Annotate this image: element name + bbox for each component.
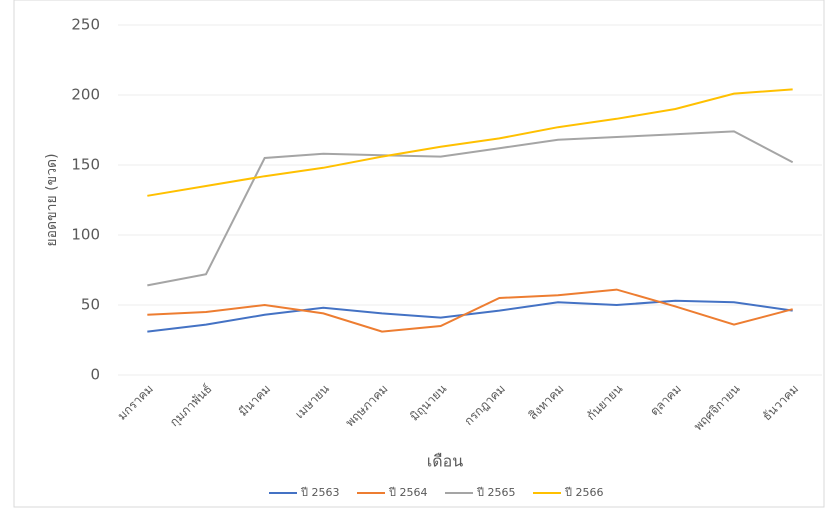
legend-label: ปี 2563: [300, 486, 340, 499]
y-tick-label: 150: [71, 156, 100, 174]
y-tick-label: 250: [71, 16, 100, 34]
y-tick-label: 200: [71, 86, 100, 104]
y-tick-label: 100: [71, 226, 100, 244]
y-axis-title: ยอดขาย (ขวด): [44, 153, 60, 246]
y-tick-label: 0: [90, 366, 100, 384]
line-series: [147, 288, 793, 333]
line-series: [147, 88, 793, 197]
legend-label: ปี 2564: [388, 486, 428, 499]
line-series: [147, 299, 793, 333]
chart-frame: [13, 0, 825, 508]
x-axis-title: เดือน: [427, 452, 463, 471]
legend-label: ปี 2565: [476, 486, 516, 499]
legend-label: ปี 2566: [564, 486, 604, 499]
y-tick-label: 50: [81, 296, 100, 314]
